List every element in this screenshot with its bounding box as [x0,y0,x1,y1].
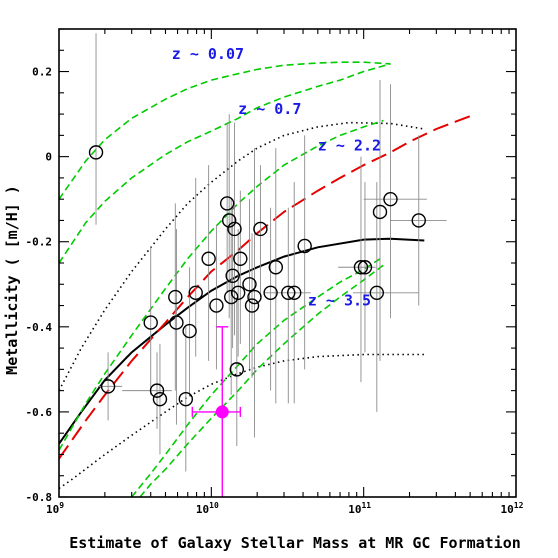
data-point-5 [168,289,183,305]
data-point-9 [188,285,203,300]
data-point-32 [372,204,388,220]
model-curve-dotted-1 [58,121,425,391]
model-curves [58,61,471,498]
data-point-6 [169,315,184,330]
model-curve-dotted-2 [58,353,425,490]
model-curve-dashed-4 [58,61,391,200]
data-point-18 [230,285,246,300]
x-tick-label-1: 1010 [196,501,219,516]
x-tick-label-base: 10 [46,503,59,516]
data-point-27 [287,285,302,300]
data-point-30 [357,260,373,275]
data-point-10 [201,251,216,266]
highlight-group [191,326,242,497]
data-point-24 [263,285,278,300]
y-tick-label-2: -0.2 [26,236,53,249]
data-point-22 [247,289,262,305]
data-point-33 [383,191,398,207]
y-tick-label-0: 0.2 [32,66,52,79]
x-tick-label-exponent: 9 [59,501,64,510]
redshift-labels: z ~ 0.07 z ~ 0.7 z ~ 2.2 z ~ 3.5 [172,45,381,310]
data-point-23 [253,221,268,237]
y-axis-title: Metallicity ( [m/H] ) [3,185,21,375]
x-tick-label-base: 10 [501,503,514,516]
y-tick-label-1: 0 [45,151,52,164]
redshift-label-2: z ~ 2.2 [318,136,381,154]
x-tick-label-exponent: 12 [514,501,524,510]
data-point-7 [178,391,194,407]
data-point-19 [233,251,248,266]
y-tick-label-5: -0.8 [26,491,53,504]
redshift-label-1: z ~ 0.7 [238,100,301,118]
data-point-12 [219,196,235,211]
x-tick-label-0: 109 [46,501,64,516]
data-point-11 [209,298,224,313]
x-axis-title: Estimate of Galaxy Stellar Mass at MR GC… [69,534,521,552]
data-point-8 [182,323,197,339]
model-curve-dashed-5 [58,63,391,264]
data-point-16 [227,221,242,237]
y-tick-label-3: -0.4 [26,321,53,334]
data-point-14 [223,289,239,305]
data-point-26 [281,285,296,300]
model-curve-solid-0 [58,237,425,445]
data-point-3 [149,383,165,398]
x-tick-label-3: 1012 [501,501,524,516]
data-point-0 [88,145,104,160]
data-point-29 [353,260,369,275]
x-tick-label-base: 10 [348,503,361,516]
data-point-2 [143,315,158,330]
data-point-34 [411,213,426,228]
data-point-31 [369,285,385,300]
x-tick-label-exponent: 11 [361,501,371,510]
model-curve-dashed-7 [131,255,384,498]
x-tick-label-2: 1011 [348,501,371,516]
data-point-25 [268,260,284,275]
data-point-17 [229,362,245,377]
redshift-label-0: z ~ 0.07 [172,45,244,63]
redshift-label-3: z ~ 3.5 [308,292,371,310]
data-point-28 [297,238,312,254]
data-point-20 [242,277,257,292]
model-curve-dashed-6 [58,119,384,451]
model-curve-longdash-3 [58,115,471,460]
data-point-1 [100,379,116,394]
data-points [88,145,426,407]
highlight-point [215,405,229,419]
data-point-21 [244,298,260,313]
data-point-15 [225,268,240,283]
data-point-4 [152,391,168,407]
model-curve-dashed-8 [139,264,384,498]
y-tick-label-4: -0.6 [26,406,53,419]
x-tick-label-exponent: 10 [209,501,219,510]
data-point-13 [221,213,237,228]
x-tick-label-base: 10 [196,503,209,516]
error-bars [95,33,447,472]
